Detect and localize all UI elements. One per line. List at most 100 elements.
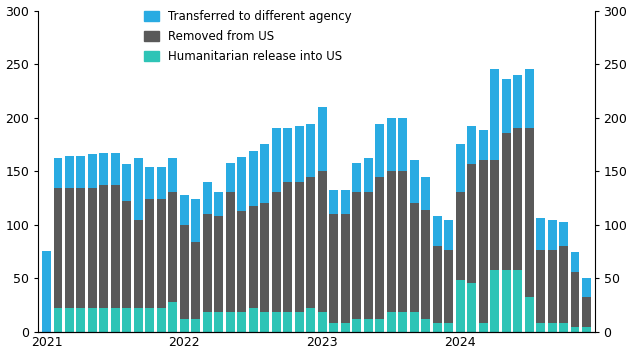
- Bar: [352, 163, 361, 192]
- Bar: [479, 323, 487, 332]
- Bar: [180, 195, 189, 225]
- Bar: [306, 124, 315, 178]
- Bar: [88, 154, 97, 188]
- Bar: [318, 107, 327, 171]
- Bar: [99, 153, 108, 185]
- Bar: [456, 144, 465, 192]
- Bar: [54, 308, 63, 332]
- Bar: [272, 192, 281, 312]
- Bar: [479, 130, 487, 160]
- Legend: Transferred to different agency, Removed from US, Humanitarian release into US: Transferred to different agency, Removed…: [144, 10, 352, 63]
- Bar: [513, 75, 522, 128]
- Bar: [249, 308, 258, 332]
- Bar: [146, 199, 154, 308]
- Bar: [284, 312, 292, 332]
- Bar: [536, 250, 545, 323]
- Bar: [88, 188, 97, 308]
- Bar: [525, 297, 534, 332]
- Bar: [203, 312, 212, 332]
- Bar: [329, 214, 338, 323]
- Bar: [421, 319, 430, 332]
- Bar: [203, 214, 212, 312]
- Bar: [387, 312, 396, 332]
- Bar: [77, 308, 85, 332]
- Bar: [65, 308, 74, 332]
- Bar: [215, 312, 223, 332]
- Bar: [134, 158, 143, 220]
- Bar: [168, 158, 177, 192]
- Bar: [456, 192, 465, 280]
- Bar: [318, 171, 327, 312]
- Bar: [237, 211, 246, 312]
- Bar: [329, 190, 338, 214]
- Bar: [122, 164, 132, 201]
- Bar: [65, 188, 74, 308]
- Bar: [77, 188, 85, 308]
- Bar: [490, 269, 499, 332]
- Bar: [226, 163, 235, 192]
- Bar: [467, 126, 476, 164]
- Bar: [570, 252, 579, 272]
- Bar: [364, 319, 373, 332]
- Bar: [467, 164, 476, 283]
- Bar: [444, 250, 453, 323]
- Bar: [387, 118, 396, 171]
- Bar: [501, 132, 511, 269]
- Bar: [501, 269, 511, 332]
- Bar: [421, 178, 430, 209]
- Bar: [99, 308, 108, 332]
- Bar: [237, 312, 246, 332]
- Bar: [134, 220, 143, 308]
- Bar: [99, 185, 108, 308]
- Bar: [272, 312, 281, 332]
- Bar: [295, 312, 304, 332]
- Bar: [513, 128, 522, 269]
- Bar: [456, 280, 465, 332]
- Bar: [249, 151, 258, 206]
- Bar: [237, 157, 246, 211]
- Bar: [180, 225, 189, 319]
- Bar: [260, 203, 269, 312]
- Bar: [157, 308, 166, 332]
- Bar: [306, 308, 315, 332]
- Bar: [433, 323, 442, 332]
- Bar: [410, 203, 418, 312]
- Bar: [548, 323, 556, 332]
- Bar: [559, 223, 568, 246]
- Bar: [410, 312, 418, 332]
- Bar: [444, 323, 453, 332]
- Bar: [398, 312, 407, 332]
- Bar: [479, 160, 487, 323]
- Bar: [548, 250, 556, 323]
- Bar: [249, 206, 258, 308]
- Bar: [180, 319, 189, 332]
- Bar: [410, 160, 418, 203]
- Bar: [157, 199, 166, 308]
- Bar: [444, 220, 453, 250]
- Bar: [191, 199, 200, 242]
- Bar: [284, 182, 292, 312]
- Bar: [490, 160, 499, 269]
- Bar: [582, 297, 591, 327]
- Bar: [306, 178, 315, 308]
- Bar: [260, 312, 269, 332]
- Bar: [341, 190, 349, 214]
- Bar: [421, 209, 430, 319]
- Bar: [329, 323, 338, 332]
- Bar: [501, 79, 511, 132]
- Bar: [295, 182, 304, 312]
- Bar: [203, 182, 212, 214]
- Bar: [387, 171, 396, 312]
- Bar: [341, 214, 349, 323]
- Bar: [122, 201, 132, 308]
- Bar: [168, 192, 177, 302]
- Bar: [111, 153, 120, 185]
- Bar: [375, 178, 384, 319]
- Bar: [536, 218, 545, 250]
- Bar: [191, 242, 200, 319]
- Bar: [226, 192, 235, 312]
- Bar: [398, 118, 407, 171]
- Bar: [570, 272, 579, 327]
- Bar: [134, 308, 143, 332]
- Bar: [77, 156, 85, 188]
